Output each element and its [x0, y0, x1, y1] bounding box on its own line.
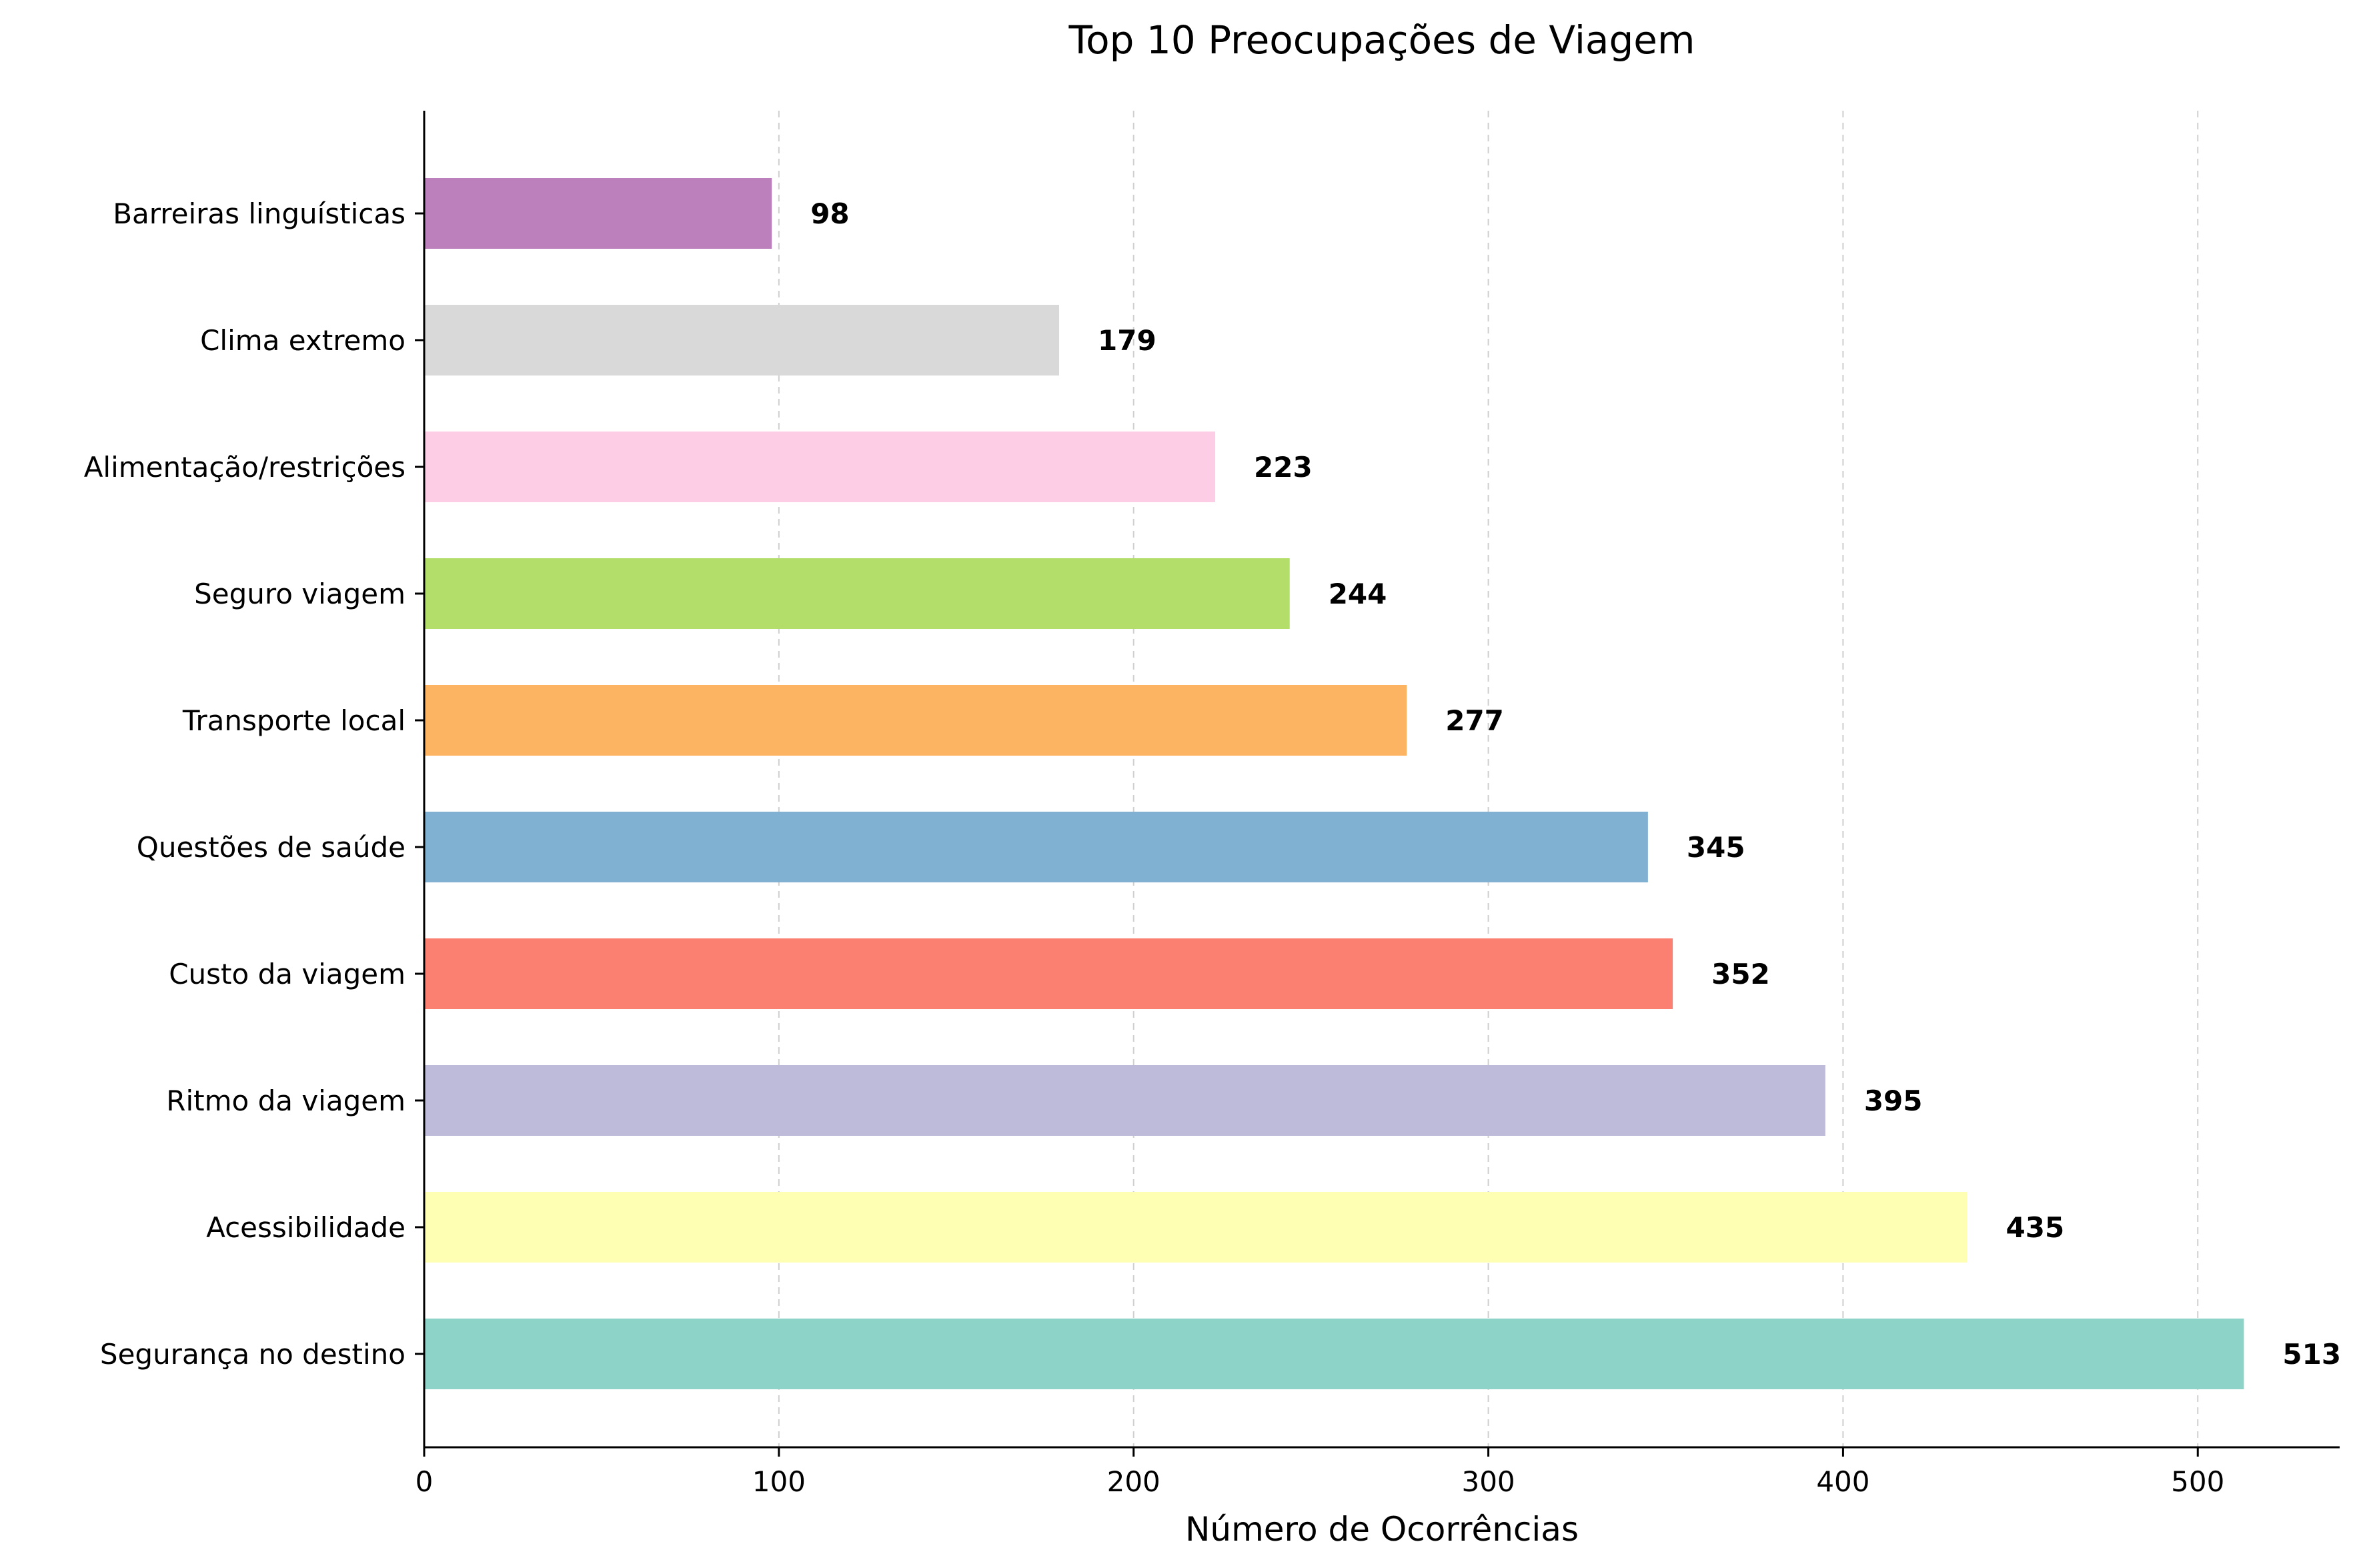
bar-value-label: 435: [2006, 1211, 2065, 1244]
x-tick-label: 0: [416, 1465, 434, 1498]
bar: [424, 558, 1290, 629]
x-tick-label: 200: [1107, 1465, 1160, 1498]
bar: [424, 938, 1673, 1009]
value-labels: 513 435 395 352 345 277 244 223 179 98: [810, 197, 2341, 1371]
bar: [424, 1192, 1967, 1263]
bar-value-label: 395: [1864, 1084, 1923, 1117]
bars: [424, 178, 2244, 1389]
bar-value-label: 244: [1329, 578, 1387, 610]
x-tick-label: 300: [1461, 1465, 1515, 1498]
bar-value-label: 223: [1254, 451, 1313, 484]
y-tick-labels: Segurança no destino Acessibilidade Ritmo …: [84, 197, 424, 1371]
bar: [424, 812, 1648, 882]
bar: [424, 305, 1060, 375]
bar: [424, 685, 1407, 756]
y-tick-label: Questões de saúde: [137, 831, 406, 864]
y-tick-label: Alimentação/restrições: [84, 451, 406, 484]
x-tick-label: 400: [1816, 1465, 1869, 1498]
y-tick-label: Transporte local: [182, 704, 406, 737]
y-tick-label: Acessibilidade: [206, 1211, 406, 1244]
y-tick-label: Seguro viagem: [194, 578, 406, 610]
bar-value-label: 345: [1687, 831, 1745, 864]
chart-title: Top 10 Preocupações de Viagem: [1068, 17, 1695, 63]
bar-value-label: 277: [1445, 704, 1504, 737]
y-tick-label: Ritmo da viagem: [166, 1084, 406, 1117]
bar-value-label: 513: [2282, 1338, 2341, 1371]
x-axis-label: Número de Ocorrências: [1185, 1510, 1579, 1549]
y-tick-label: Custo da viagem: [169, 958, 406, 990]
bar: [424, 1319, 2244, 1389]
bar-value-label: 352: [1711, 958, 1770, 990]
y-tick-label: Barreiras linguísticas: [113, 197, 406, 230]
x-tick-label: 500: [2171, 1465, 2224, 1498]
x-ticks: 0 100 200 300 400 500: [416, 1447, 2224, 1498]
bar: [424, 178, 772, 249]
x-tick-label: 100: [752, 1465, 806, 1498]
bar-value-label: 179: [1098, 324, 1156, 357]
bar: [424, 1065, 1825, 1136]
bar: [424, 432, 1216, 502]
y-tick-label: Clima extremo: [200, 324, 406, 357]
bar-value-label: 98: [810, 197, 849, 230]
y-tick-label: Segurança no destino: [100, 1338, 406, 1371]
